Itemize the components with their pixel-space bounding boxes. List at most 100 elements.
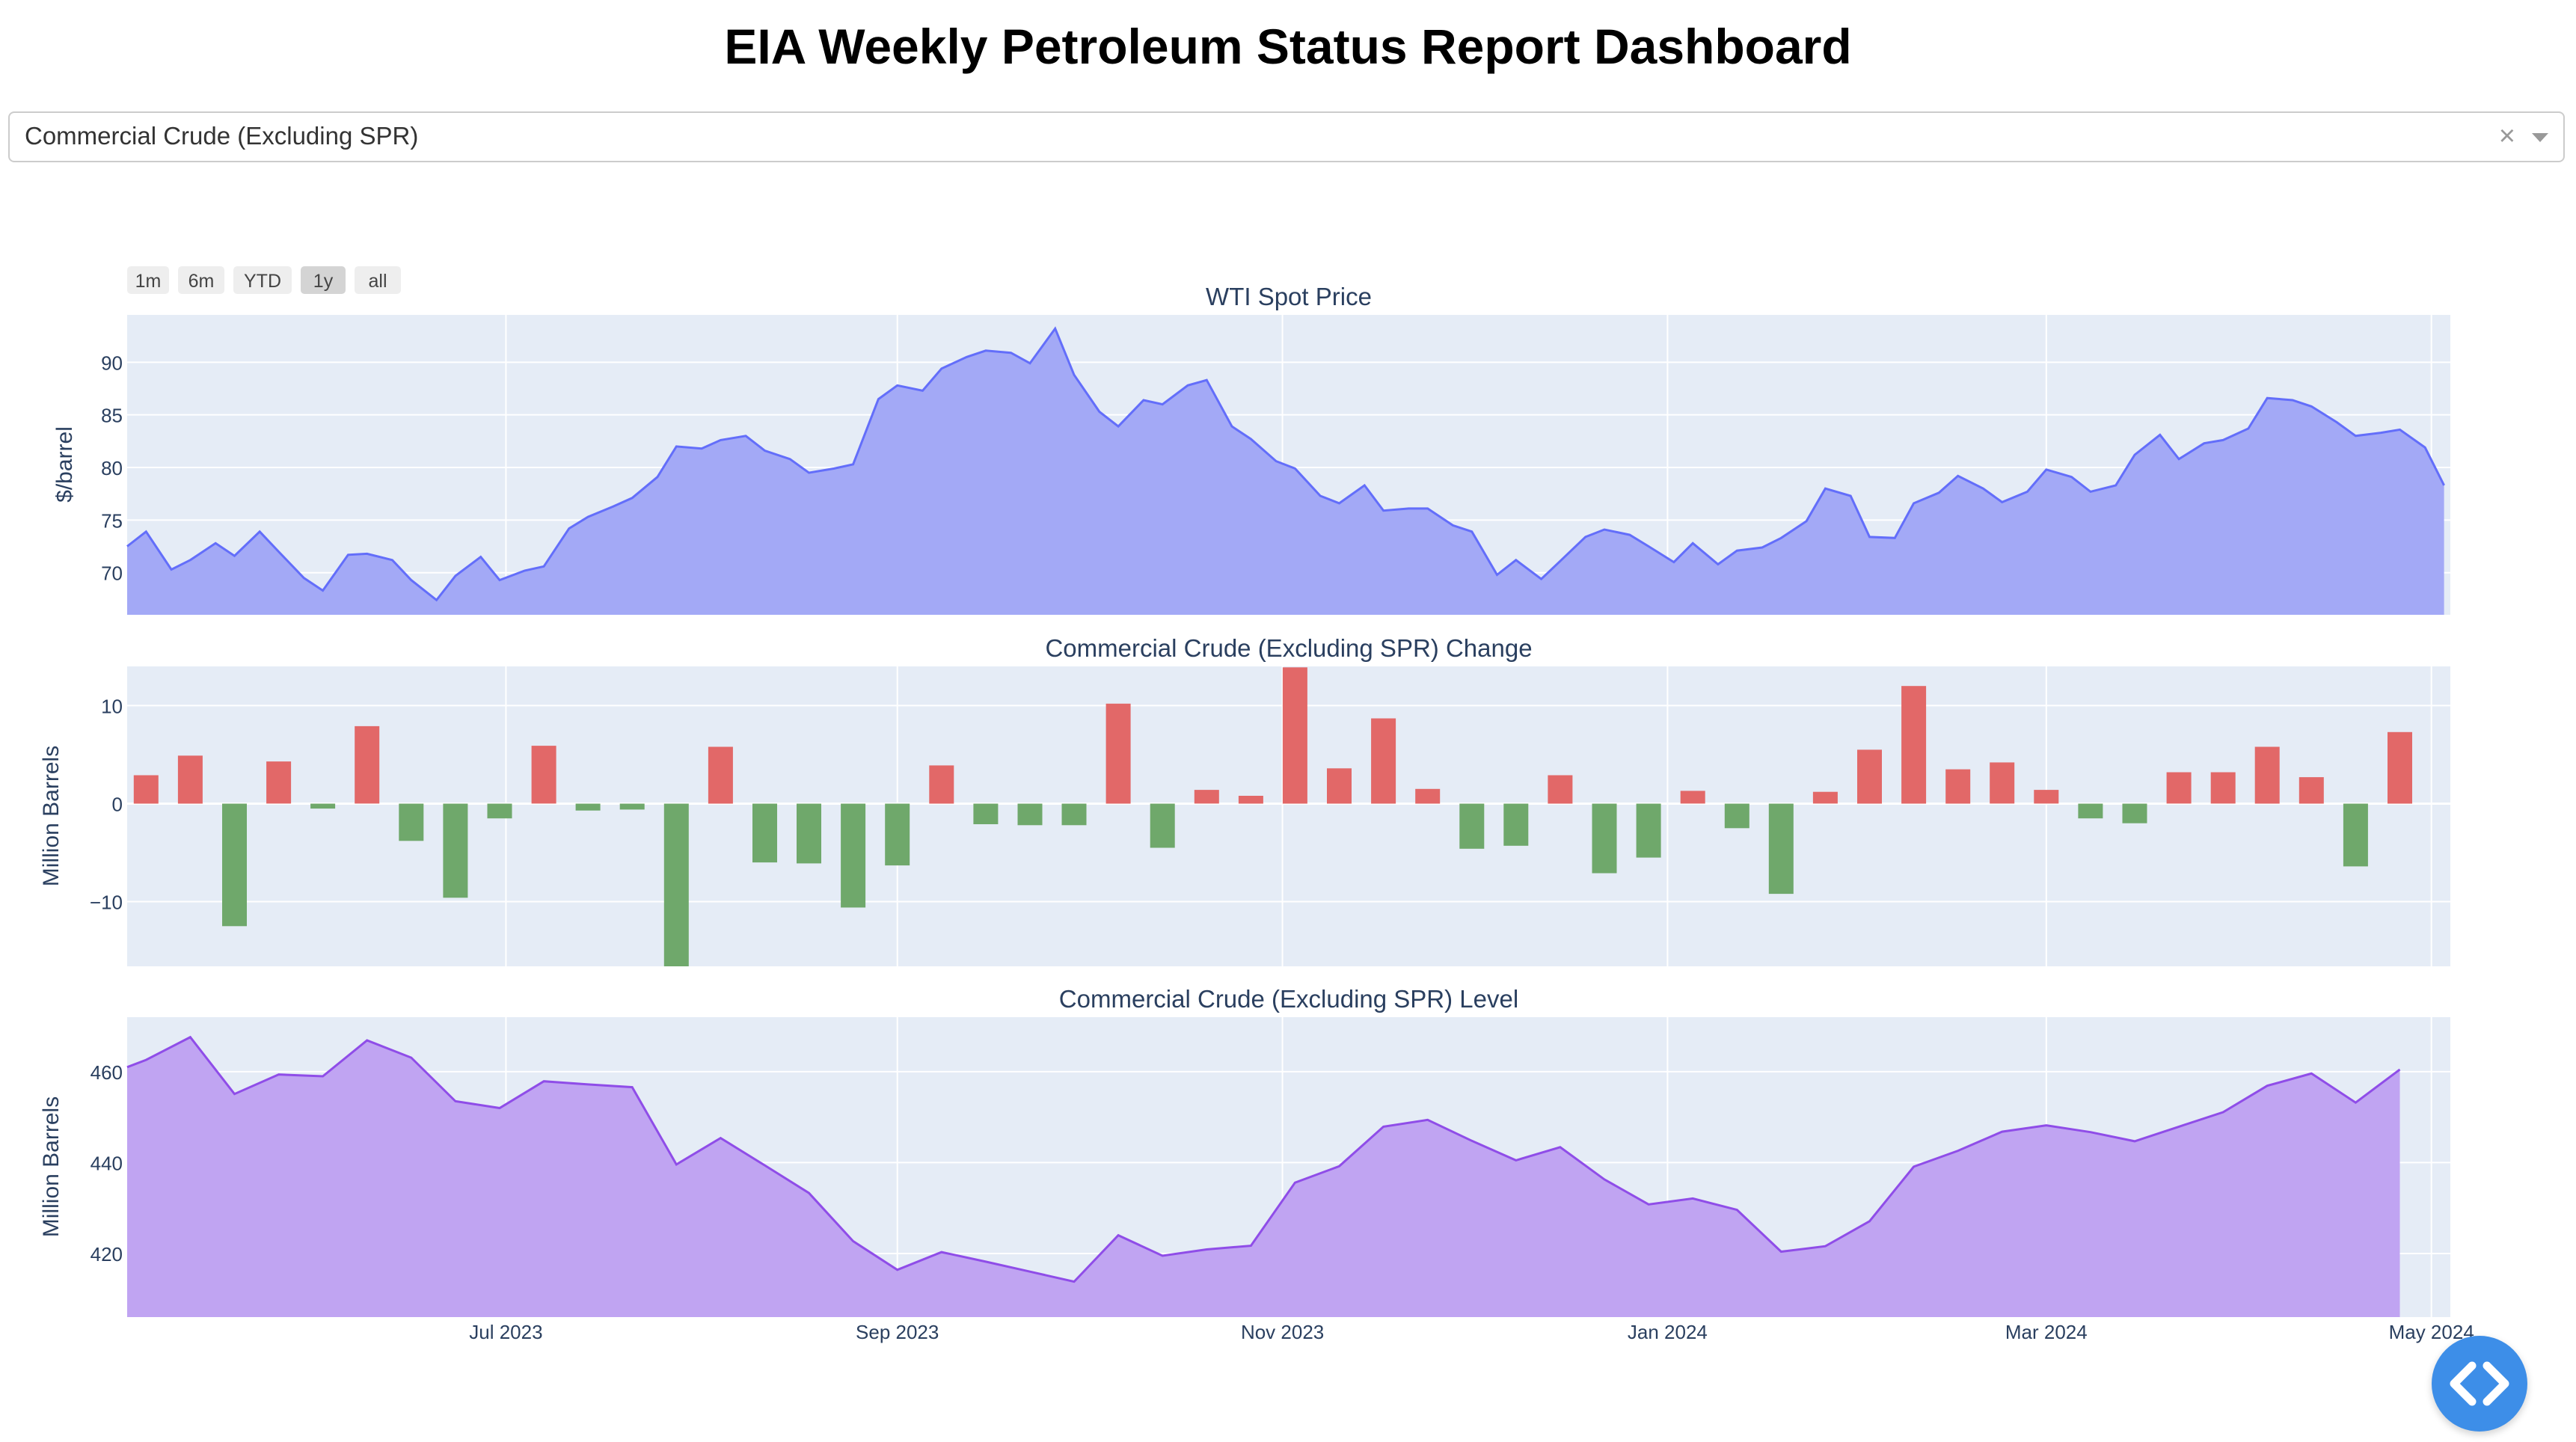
change-bar	[2210, 772, 2236, 804]
dropdown-selected-value: Commercial Crude (Excluding SPR)	[25, 122, 419, 150]
change-bar	[841, 803, 866, 908]
x-axis: Jul 2023 Sep 2023 Nov 2023 Jan 2024 Mar 2024…	[469, 1321, 2474, 1343]
change-bar	[929, 765, 954, 804]
change-bar	[1415, 788, 1441, 804]
code-toggle-button[interactable]	[2432, 1336, 2527, 1432]
x-tick-label: Sep 2023	[856, 1321, 939, 1343]
level-panel-title: Commercial Crude (Excluding SPR) Level	[1059, 985, 1518, 1013]
change-bar	[443, 803, 468, 898]
change-bar	[1901, 686, 1927, 804]
change-bar	[2166, 772, 2192, 804]
close-icon[interactable]: ×	[2498, 120, 2515, 152]
change-bar	[1105, 703, 1131, 804]
x-tick-label: Mar 2024	[2005, 1321, 2088, 1343]
change-bar	[1857, 749, 1882, 804]
change-bar	[1194, 790, 1219, 804]
y-tick-label: 80	[101, 457, 123, 479]
change-bar	[487, 803, 512, 819]
change-bar	[1768, 803, 1794, 895]
range-button-label: YTD	[244, 271, 281, 292]
change-bar	[1282, 667, 1307, 804]
range-button-6m[interactable]: 6m	[178, 266, 224, 294]
change-bar	[1592, 803, 1617, 874]
range-button-1m[interactable]: 1m	[127, 266, 169, 294]
price-panel: 70 75 80 85 90 WTI Spot Price $/barrel	[52, 283, 2450, 615]
y-tick-label: 70	[101, 562, 123, 585]
range-button-label: all	[368, 271, 387, 292]
range-button-bg	[127, 266, 169, 294]
change-bar	[177, 755, 203, 804]
change-bar	[133, 775, 159, 804]
level-area	[127, 1037, 2400, 1317]
change-panel-title: Commercial Crude (Excluding SPR) Change	[1045, 634, 1532, 662]
x-tick-label: Nov 2023	[1241, 1321, 1324, 1343]
y-tick-label: 460	[91, 1061, 123, 1084]
change-bar	[1945, 769, 1971, 804]
change-bar	[1017, 803, 1043, 826]
change-bar	[1061, 803, 1087, 826]
change-bar	[1327, 768, 1352, 804]
y-tick-label: 85	[101, 405, 123, 427]
change-bar	[1548, 775, 1573, 804]
change-bar	[531, 746, 556, 804]
change-bar	[310, 803, 336, 809]
change-bar	[1990, 762, 2015, 804]
change-bar	[1680, 791, 1705, 804]
change-bar	[619, 803, 645, 810]
range-button-bg	[355, 266, 401, 294]
page-title: EIA Weekly Petroleum Status Report Dashb…	[724, 19, 1852, 74]
change-bar	[2388, 731, 2412, 804]
change-bar	[1371, 718, 1396, 804]
change-bar	[797, 803, 821, 864]
y-tick-label: −10	[90, 892, 123, 914]
range-button-all[interactable]: all	[355, 266, 401, 294]
change-bar	[708, 746, 733, 804]
change-bar	[1724, 803, 1749, 829]
change-bar	[663, 803, 689, 966]
price-panel-title: WTI Spot Price	[1206, 283, 1372, 310]
change-bar	[1150, 803, 1175, 848]
change-bar	[1636, 803, 1661, 858]
level-line	[126, 1035, 2401, 1283]
range-button-bg	[233, 266, 292, 294]
change-panel: −10 0 10 Commercial Crude (Excluding SPR) …	[39, 634, 2450, 966]
range-button-bg	[178, 266, 224, 294]
y-tick-label: 75	[101, 509, 123, 532]
change-bar	[222, 803, 247, 927]
range-button-1y[interactable]: 1y	[301, 266, 346, 294]
change-bar	[1238, 796, 1263, 804]
change-y-axis-label: Million Barrels	[39, 746, 64, 886]
change-bar	[1459, 803, 1485, 849]
y-tick-label: 440	[91, 1152, 123, 1174]
range-selector: 1m 6m YTD 1y all	[127, 266, 401, 294]
range-button-label: 6m	[188, 271, 215, 292]
change-bar	[973, 803, 999, 824]
change-bar	[355, 725, 380, 804]
x-tick-label: Jan 2024	[1628, 1321, 1708, 1343]
change-bar	[885, 803, 910, 866]
change-bar	[2343, 803, 2368, 867]
range-button-label: 1m	[135, 271, 162, 292]
change-bar	[752, 803, 777, 863]
change-bar	[2034, 790, 2059, 804]
level-y-axis-label: Million Barrels	[39, 1096, 64, 1237]
y-tick-label: 90	[101, 352, 123, 374]
price-area	[127, 328, 2444, 615]
code-icon	[2450, 1361, 2509, 1406]
change-bar	[2078, 803, 2103, 819]
price-line	[126, 326, 2445, 602]
price-y-axis-label: $/barrel	[52, 426, 77, 503]
range-button-label: 1y	[313, 271, 334, 292]
series-dropdown[interactable]: Commercial Crude (Excluding SPR) ×	[8, 111, 2565, 162]
chevron-down-icon[interactable]	[2532, 133, 2548, 142]
change-bar	[2299, 777, 2324, 804]
level-panel: 420 440 460 Commercial Crude (Excluding SP…	[39, 985, 2450, 1317]
change-bar	[1503, 803, 1529, 846]
range-button-ytd[interactable]: YTD	[233, 266, 292, 294]
change-bar	[2122, 803, 2147, 823]
y-tick-label: 420	[91, 1243, 123, 1265]
change-bar	[266, 761, 292, 804]
range-button-bg	[301, 266, 346, 294]
y-tick-label: 10	[101, 695, 123, 717]
